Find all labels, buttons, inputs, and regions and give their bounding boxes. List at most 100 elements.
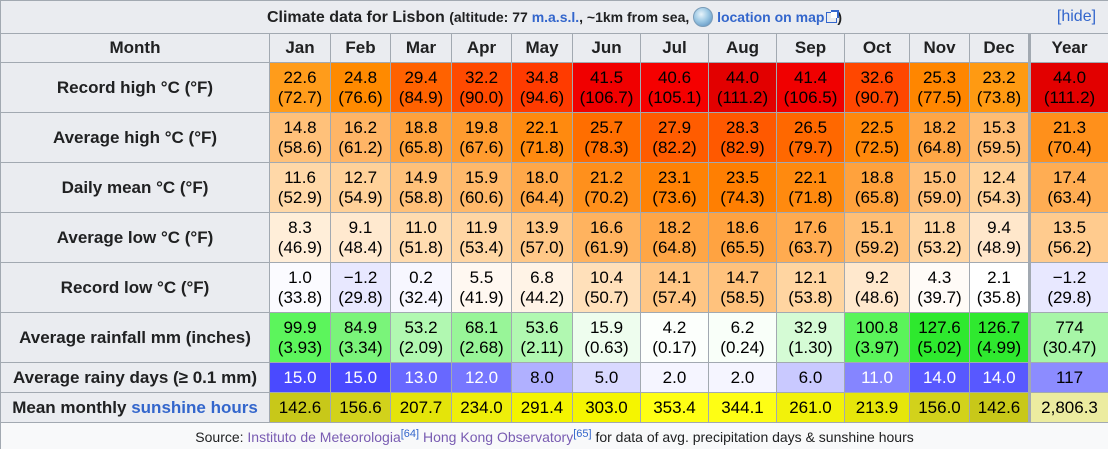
month-cell: 14.8 (58.6) [269,112,331,163]
cell-secondary-value: (50.7) [584,287,629,307]
cell-secondary-value: (39.7) [917,287,962,307]
month-cell: 15.9 (0.63) [572,312,641,363]
cell-secondary-value: (72.7) [277,87,323,107]
month-cell: 18.6 (65.5) [708,212,777,263]
cell-value: 4.3 [927,267,952,287]
instituto-link[interactable]: Instituto de Meteorologia [247,429,401,445]
month-cell: 32.2 (90.0) [451,62,512,113]
month-cell: 99.9 (3.93) [269,312,331,363]
cell-value: 68.1 [464,317,499,337]
month-header-jan: Jan [269,33,331,63]
cell-secondary-value: (59.5) [976,137,1022,157]
month-cell: 156.0 [909,392,970,423]
cell-secondary-value: (59.2) [854,237,900,257]
month-cell: 15.3 (59.5) [969,112,1030,163]
data-row: Daily mean °C (°F) 11.6 (52.9) 12.7 (54.9) 14… [0,162,1108,213]
caption-details: (altitude: 77 m.a.s.l., ~1km from sea, l… [449,7,842,27]
cell-value: 23.1 [657,167,692,187]
month-cell: 303.0 [572,392,641,423]
year-cell: −1.2 (29.8) [1027,262,1108,313]
cell-value: 5.5 [469,267,494,287]
month-header-jul: Jul [640,33,709,63]
month-cell: 16.2 (61.2) [330,112,391,163]
cell-secondary-value: (60.6) [459,187,504,207]
cell-value: 26.5 [793,117,828,137]
cell-secondary-value: (106.5) [783,87,838,107]
month-cell: 9.1 (48.4) [330,212,391,263]
hko-link[interactable]: Hong Kong Observatory [423,429,574,445]
cell-value: 22.5 [860,117,894,137]
month-cell: 25.7 (78.3) [572,112,641,163]
month-cell: 12.1 (53.8) [776,262,845,313]
sunshine-hours-link[interactable]: sunshine hours [131,397,258,417]
month-cell: 126.7 (4.99) [969,312,1030,363]
data-row: Average high °C (°F) 14.8 (58.6) 16.2 (61.2)… [0,112,1108,163]
month-cell: 44.0 (111.2) [708,62,777,113]
month-cell: 11.6 (52.9) [269,162,331,213]
cell-secondary-value: (53.8) [788,287,833,307]
cell-secondary-value: (58.5) [720,287,765,307]
month-cell: 32.9 (1.30) [776,312,845,363]
data-row: Average low °C (°F) 8.3 (46.9) 9.1 (48.4) 11.… [0,212,1108,263]
month-cell: 18.0 (64.4) [511,162,573,213]
cell-secondary-value: (53.4) [459,237,504,257]
cell-secondary-value: (35.8) [976,287,1022,307]
month-cell: 14.0 [909,362,970,393]
cell-secondary-value: (30.47) [1042,337,1097,357]
sunshine-label-prefix: Mean monthly [12,397,132,417]
cell-secondary-value: (0.17) [652,337,697,357]
month-cell: 2.1 (35.8) [969,262,1030,313]
month-cell: 12.0 [451,362,512,393]
cell-value: 27.9 [657,117,692,137]
month-cell: −1.2 (29.8) [330,262,391,313]
reference-65[interactable]: [65] [573,428,592,440]
cell-secondary-value: (63.4) [1047,187,1092,207]
cell-secondary-value: (70.4) [1047,137,1092,157]
cell-secondary-value: (0.63) [584,337,629,357]
year-cell: 21.3 (70.4) [1027,112,1108,163]
month-cell: 84.9 (3.34) [330,312,391,363]
cell-secondary-value: (56.2) [1047,237,1092,257]
data-row: Record low °C (°F) 1.0 (33.8) −1.2 (29.8) 0.2… [0,262,1108,313]
cell-secondary-value: (48.6) [854,287,900,307]
cell-value: 14.9 [404,167,438,187]
cell-value: 2.1 [987,267,1011,287]
row-header: Average rainy days (≥ 0.1 mm) [0,362,270,393]
cell-secondary-value: (3.93) [277,337,323,357]
month-cell: 15.0 [330,362,391,393]
cell-value: 15.0 [922,167,957,187]
source-row: Source: Instituto de Meteorologia[64] Ho… [0,422,1108,449]
cell-secondary-value: (84.9) [398,87,444,107]
month-header-oct: Oct [844,33,910,63]
cell-value: 17.6 [793,217,828,237]
caption-middle: , ~1km from sea, [579,9,694,25]
data-row: Average rainfall mm (inches) 99.9 (3.93) 84… [0,312,1108,363]
cell-value: 23.2 [982,67,1016,87]
cell-value: 18.8 [860,167,894,187]
month-cell: 142.6 [269,392,331,423]
month-header-mar: Mar [390,33,452,63]
month-cell: 14.1 (57.4) [640,262,709,313]
cell-secondary-value: (65.5) [720,237,765,257]
cell-value: 14.1 [657,267,692,287]
source-cell: Source: Instituto de Meteorologia[64] Ho… [0,422,1108,449]
hide-link-label[interactable]: [hide] [1056,8,1097,25]
cell-value: 11.0 [405,217,437,237]
year-cell: 17.4 (63.4) [1027,162,1108,213]
cell-secondary-value: (70.2) [584,187,629,207]
location-on-map-link[interactable]: location on map [717,9,825,25]
cell-value: 32.2 [464,67,499,87]
month-cell: 17.6 (63.7) [776,212,845,263]
month-cell: 13.0 [390,362,452,393]
cell-secondary-value: (77.5) [917,87,962,107]
cell-value: 22.1 [793,167,828,187]
month-cell: 15.0 [269,362,331,393]
month-cell: 28.3 (82.9) [708,112,777,163]
masl-link[interactable]: m.a.s.l. [531,9,580,25]
cell-value: 99.9 [283,317,317,337]
hide-toggle[interactable]: [hide] [1057,8,1096,26]
cell-secondary-value: (71.8) [519,137,565,157]
cell-value: 21.3 [1052,117,1087,137]
reference-64[interactable]: [64] [400,428,420,440]
cell-value: 11.8 [923,217,956,237]
